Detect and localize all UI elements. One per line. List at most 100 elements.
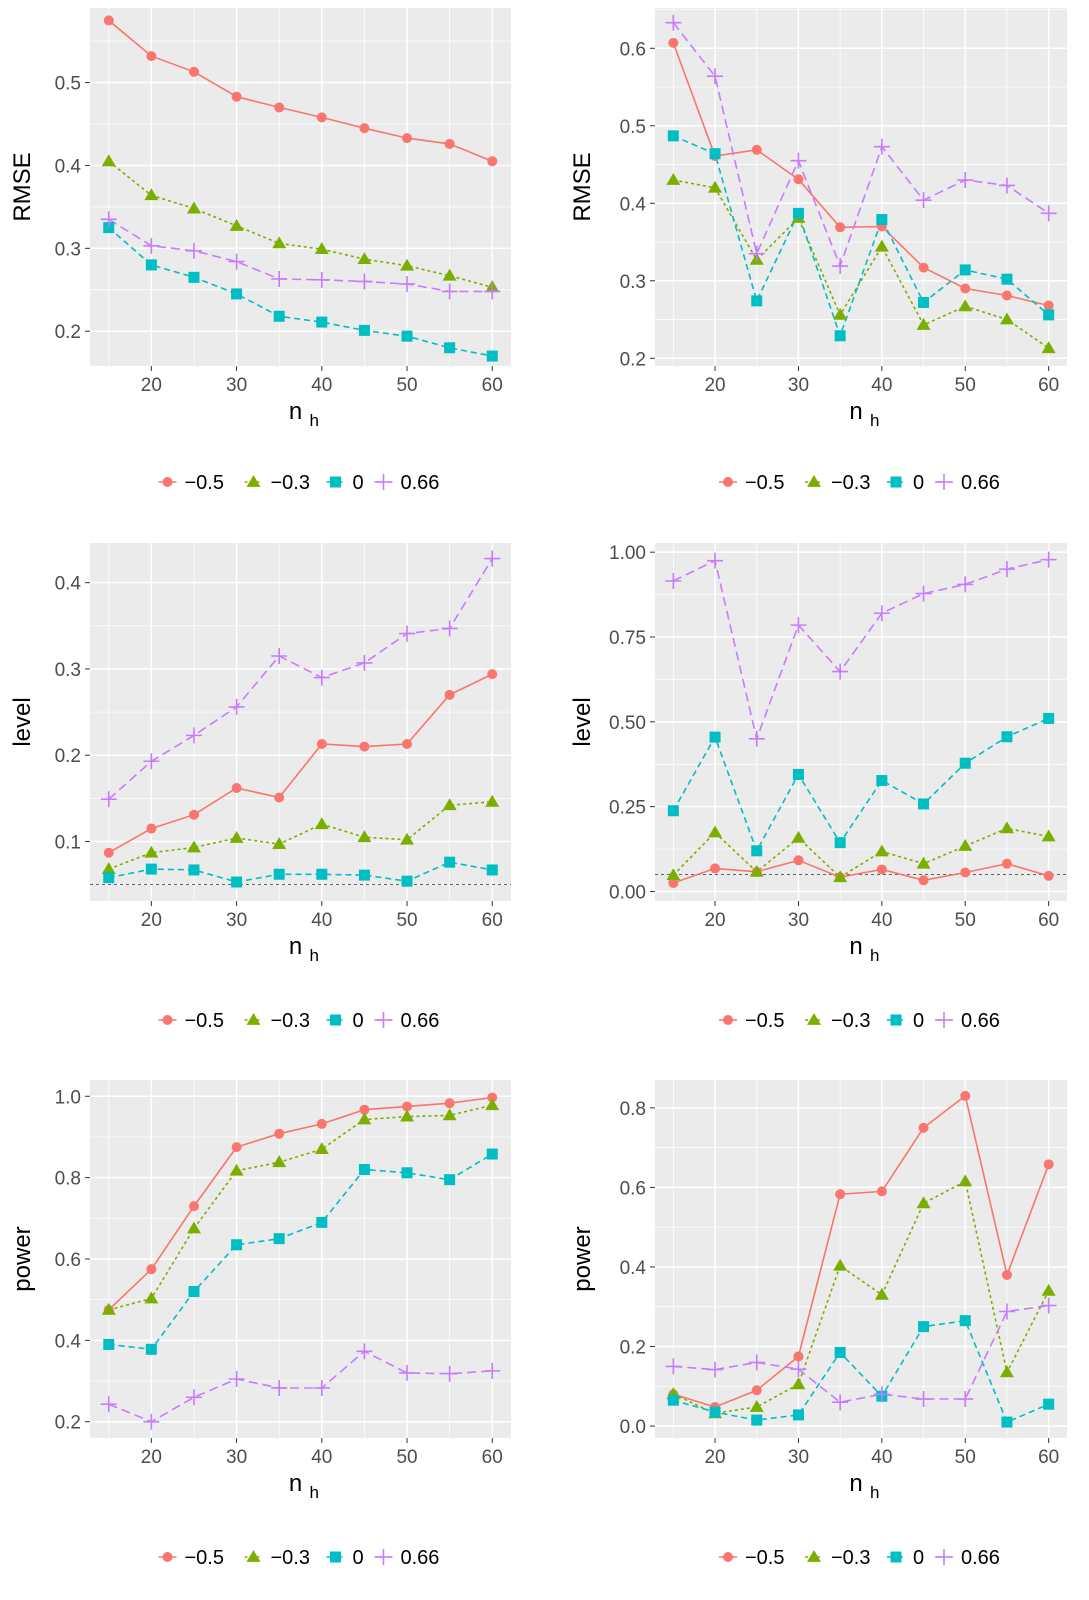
y-tick-label: 0.2 bbox=[55, 746, 81, 767]
data-point-series-3 bbox=[145, 863, 157, 875]
data-point-series-4 bbox=[356, 1343, 373, 1360]
data-point-series-4 bbox=[790, 152, 807, 169]
data-point-series-1 bbox=[359, 123, 370, 134]
data-point-series-2 bbox=[749, 1399, 764, 1412]
data-point-series-4 bbox=[790, 617, 807, 634]
data-point-series-1 bbox=[1001, 1269, 1012, 1280]
data-point-series-4 bbox=[957, 1391, 974, 1408]
y-tick-label: 0.4 bbox=[620, 1258, 647, 1279]
data-point-series-1 bbox=[316, 112, 327, 123]
data-point-series-1 bbox=[835, 222, 846, 233]
x-axis-label: n bbox=[289, 933, 302, 960]
data-point-series-4 bbox=[441, 1365, 458, 1382]
y-axis-label: RMSE bbox=[569, 152, 596, 221]
data-point-series-2 bbox=[101, 1302, 116, 1315]
data-point-series-4 bbox=[100, 1396, 117, 1413]
legend-key-marker-3 bbox=[330, 476, 341, 488]
legend-key-marker-3 bbox=[890, 1014, 902, 1026]
x-tick-label: 50 bbox=[955, 375, 976, 396]
data-point-series-2 bbox=[272, 1155, 287, 1168]
data-point-series-3 bbox=[103, 1338, 115, 1350]
data-point-series-3 bbox=[273, 310, 285, 322]
data-point-series-3 bbox=[667, 1394, 679, 1406]
data-point-series-2 bbox=[314, 1142, 329, 1155]
data-point-series-2 bbox=[400, 258, 415, 271]
data-point-series-1 bbox=[668, 878, 679, 889]
data-point-series-2 bbox=[791, 1377, 806, 1390]
legend-key-marker-3 bbox=[890, 1551, 902, 1563]
data-point-series-1 bbox=[402, 1101, 413, 1112]
series-line-2 bbox=[672, 827, 1049, 879]
data-point-series-2 bbox=[186, 840, 201, 853]
data-point-series-3 bbox=[1043, 712, 1055, 724]
data-point-series-1 bbox=[231, 91, 242, 102]
series-line-2 bbox=[672, 1180, 1050, 1415]
data-point-series-3 bbox=[188, 1286, 200, 1298]
data-point-series-2 bbox=[916, 856, 931, 869]
data-point-series-4 bbox=[313, 669, 330, 686]
y-tick-label: 0.5 bbox=[55, 74, 81, 95]
x-tick-label: 20 bbox=[141, 1447, 162, 1468]
data-point-series-4 bbox=[100, 791, 117, 808]
data-point-series-4 bbox=[143, 753, 160, 770]
legend-key-marker-1 bbox=[723, 477, 733, 487]
y-tick-label: 0.3 bbox=[55, 239, 81, 260]
legend-label-1: −0.5 bbox=[185, 472, 224, 494]
x-axis-label-subscript: h bbox=[870, 411, 879, 430]
series-line-3 bbox=[672, 135, 1050, 339]
legend-label-4: 0.66 bbox=[401, 1547, 440, 1569]
legend-key-marker-4 bbox=[375, 1012, 392, 1028]
data-point-series-2 bbox=[791, 830, 806, 843]
data-point-series-1 bbox=[918, 1122, 929, 1133]
data-point-series-3 bbox=[876, 775, 888, 787]
data-point-series-2 bbox=[666, 868, 681, 881]
data-point-series-4 bbox=[957, 172, 974, 189]
data-point-series-2 bbox=[958, 1174, 973, 1187]
data-point-series-4 bbox=[915, 585, 932, 602]
legend-label-3: 0 bbox=[913, 1010, 924, 1032]
data-point-series-4 bbox=[748, 730, 765, 747]
y-tick-label: 0.6 bbox=[55, 1250, 81, 1271]
data-point-series-4 bbox=[356, 654, 373, 671]
y-tick-label: 0.6 bbox=[620, 39, 646, 60]
data-point-series-3 bbox=[444, 856, 456, 868]
data-point-series-4 bbox=[998, 561, 1015, 578]
x-tick-label: 30 bbox=[226, 910, 247, 931]
y-tick-label: 0.50 bbox=[609, 713, 646, 734]
data-point-series-4 bbox=[790, 1361, 807, 1378]
legend-label-3: 0 bbox=[913, 1547, 924, 1569]
data-point-series-3 bbox=[667, 805, 679, 817]
x-tick-label: 40 bbox=[311, 910, 332, 931]
legend-key-marker-4 bbox=[375, 1549, 392, 1565]
data-point-series-2 bbox=[442, 798, 457, 811]
data-point-series-4 bbox=[915, 1391, 932, 1408]
y-tick-label: 0.4 bbox=[55, 574, 82, 595]
data-point-series-2 bbox=[442, 268, 457, 281]
data-point-series-1 bbox=[146, 51, 157, 62]
data-point-series-3 bbox=[959, 757, 971, 769]
data-point-series-2 bbox=[400, 1109, 415, 1122]
data-point-series-1 bbox=[444, 1098, 455, 1109]
y-tick-label: 0.8 bbox=[55, 1169, 81, 1190]
legend: −0.5 −0.3 0 0.66 bbox=[158, 472, 439, 494]
data-point-series-2 bbox=[229, 831, 244, 843]
data-point-series-4 bbox=[100, 211, 117, 228]
data-point-series-1 bbox=[918, 262, 929, 273]
data-point-series-4 bbox=[441, 283, 458, 300]
legend-label-3: 0 bbox=[353, 1547, 364, 1569]
data-point-series-1 bbox=[487, 1092, 498, 1103]
series-line-1 bbox=[108, 19, 493, 163]
data-point-series-3 bbox=[145, 1343, 157, 1355]
chart-panel-5: 20 30 40 50 60 0.2 0.4 0.6 0.8 1.0 power n h −0.5 −0.3… bbox=[9, 1080, 511, 1569]
data-point-series-1 bbox=[231, 782, 242, 793]
chart-panel-3: 20 30 40 50 60 0.1 0.2 0.3 0.4 level n h −0.5 −0.3 0 0.… bbox=[9, 543, 511, 1032]
data-point-series-1 bbox=[188, 66, 199, 77]
data-point-series-3 bbox=[792, 1409, 804, 1421]
y-tick-label: 0.4 bbox=[620, 194, 647, 215]
series-line-3 bbox=[673, 1319, 1050, 1424]
data-point-series-2 bbox=[833, 870, 848, 883]
data-point-series-2 bbox=[229, 218, 244, 231]
y-tick-label: 0.3 bbox=[55, 660, 81, 681]
legend-key-marker-2 bbox=[246, 1550, 261, 1562]
x-axis-label: n bbox=[289, 398, 302, 425]
